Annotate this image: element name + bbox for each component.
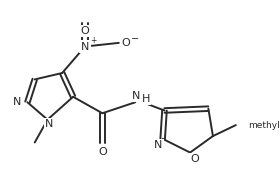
Text: methyl: methyl [248,121,279,130]
Text: O: O [81,26,89,36]
Text: N: N [13,97,21,107]
Text: O: O [122,38,130,48]
Text: N: N [154,140,162,150]
Text: H: H [142,94,150,104]
Text: N: N [45,119,53,129]
Text: N: N [81,42,89,52]
Text: −: − [131,34,139,44]
Text: N: N [132,91,140,101]
Text: +: + [90,36,96,45]
Text: O: O [190,154,199,164]
Text: O: O [98,147,107,157]
